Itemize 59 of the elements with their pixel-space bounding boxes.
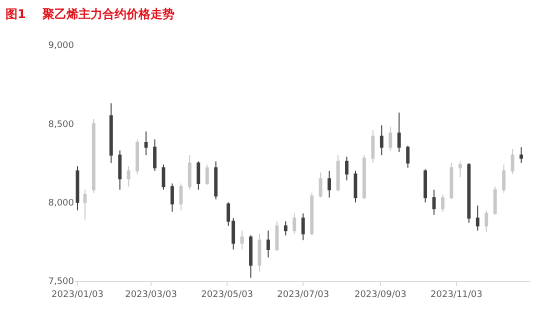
candlestick — [318, 172, 322, 198]
candlestick — [83, 189, 87, 220]
candlestick — [153, 138, 156, 172]
x-tick-label: 2023/05/03 — [201, 290, 254, 300]
candlestick — [510, 148, 514, 175]
candlestick — [467, 162, 471, 224]
candlestick — [424, 168, 428, 203]
candlestick — [179, 182, 183, 211]
candlestick — [188, 154, 192, 190]
candlestick — [205, 164, 209, 186]
x-tick-label: 2023/07/03 — [277, 290, 330, 300]
y-tick-label: 8,500 — [48, 120, 74, 130]
candlestick — [493, 186, 497, 216]
candlestick — [162, 164, 166, 190]
candlestick — [76, 166, 80, 211]
candlestick — [136, 138, 140, 175]
candlestick — [92, 118, 96, 194]
candlestick — [196, 160, 200, 190]
candlestick — [397, 112, 401, 152]
candlestick — [484, 210, 488, 233]
candlestick — [310, 192, 314, 236]
x-tick-label: 2023/03/03 — [125, 290, 177, 300]
candlestick — [301, 212, 305, 241]
candlestick — [502, 164, 506, 194]
x-tick-label: 2023/01/03 — [52, 290, 104, 300]
candlestick — [266, 230, 270, 258]
candlestick — [284, 220, 288, 236]
candlestick — [240, 230, 244, 250]
candlestick — [249, 234, 252, 278]
candlestick — [371, 129, 375, 164]
y-tick-label: 8,000 — [48, 198, 74, 208]
candlestick — [144, 131, 148, 156]
y-tick-label: 7,500 — [48, 277, 74, 288]
candlestick — [275, 220, 279, 252]
candlestick — [126, 166, 130, 188]
candlestick — [362, 154, 366, 200]
candlestick — [354, 170, 358, 203]
candlestick — [292, 212, 296, 234]
candlestick — [380, 124, 384, 156]
candlestick — [432, 189, 436, 216]
x-tick-label: 2023/09/03 — [354, 290, 406, 300]
candlestick — [406, 145, 410, 168]
candlestick — [170, 182, 174, 212]
candlestick — [345, 156, 348, 181]
candlestick — [336, 154, 340, 192]
candlestick — [214, 160, 218, 200]
candlestick — [328, 170, 332, 198]
x-tick-label: 2023/11/03 — [430, 290, 482, 300]
candlestick — [476, 204, 480, 232]
candlestick — [388, 126, 392, 151]
chart-title: 图1 聚乙烯主力合约价格走势 — [6, 7, 175, 22]
candlestick — [258, 233, 262, 272]
y-tick-label: 9,000 — [48, 41, 74, 52]
candlestick — [458, 160, 462, 178]
candlestick — [441, 194, 444, 212]
candlestick — [118, 150, 122, 190]
candlestick — [109, 102, 113, 164]
candlestick — [450, 162, 454, 200]
candlestick — [520, 146, 523, 164]
